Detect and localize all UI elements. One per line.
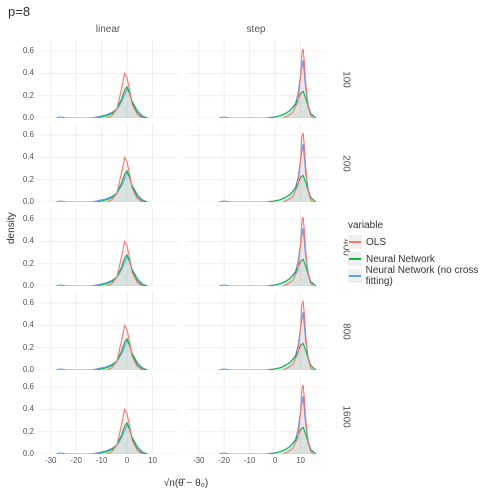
x-tick-label: 10 [291,457,311,465]
legend-swatch [348,235,362,249]
legend-item: Neural Network (no cross fitting) [348,269,504,283]
y-tick-label: 0.2 [16,344,34,352]
legend-label: OLS [366,237,386,248]
row-strip-label: 800 [341,322,352,342]
figure-title: p=8 [8,4,30,19]
x-tick-label: -30 [189,457,209,465]
facet-panel [38,292,178,370]
y-tick-label: 0.4 [16,69,34,77]
y-tick-label: 0.0 [16,198,34,206]
x-tick-label: 10 [143,457,163,465]
row-strip-label: 100 [341,70,352,90]
y-tick-label: 0.6 [16,299,34,307]
y-tick-label: 0.6 [16,383,34,391]
y-tick-label: 0.4 [16,321,34,329]
figure-container: p=8 density linear step 1002004008001600… [0,0,504,504]
y-tick-label: 0.0 [16,114,34,122]
facet-panel [186,124,326,202]
col-header-step: step [186,24,326,35]
legend-item: Neural Network [348,252,504,266]
x-tick-label: -20 [66,457,86,465]
y-tick-label: 0.6 [16,47,34,55]
plot-grid: linear step 1002004008001600 [38,24,334,464]
x-tick-label: -20 [214,457,234,465]
x-tick-label: -30 [41,457,61,465]
legend-item: OLS [348,235,504,249]
legend-label: Neural Network (no cross fitting) [366,265,504,287]
y-tick-label: 0.4 [16,405,34,413]
y-tick-label: 0.4 [16,237,34,245]
row-strip-label: 200 [341,154,352,174]
facet-panel [38,40,178,118]
y-tick-label: 0.2 [16,260,34,268]
row-strip-label: 1600 [341,406,352,426]
y-tick-label: 0.6 [16,215,34,223]
facet-panel [38,124,178,202]
facet-panel [186,292,326,370]
col-header-linear: linear [38,24,178,35]
x-tick-label: -10 [92,457,112,465]
legend: variable OLSNeural NetworkNeural Network… [348,220,504,286]
facet-panel [38,208,178,286]
facet-panel [186,208,326,286]
y-tick-label: 0.0 [16,366,34,374]
legend-title: variable [348,220,504,231]
y-tick-label: 0.0 [16,450,34,458]
legend-label: Neural Network [366,254,435,265]
legend-swatch [348,269,362,283]
facet-panel [186,376,326,454]
facet-panel [38,376,178,454]
x-tick-label: -10 [240,457,260,465]
facet-panel [186,40,326,118]
x-tick-label: 0 [117,457,137,465]
legend-swatch [348,252,362,266]
y-tick-label: 0.4 [16,153,34,161]
y-tick-label: 0.2 [16,176,34,184]
y-tick-label: 0.2 [16,92,34,100]
x-axis-label: √n(θ̂ − θ₀) [38,478,334,489]
x-tick-label: 0 [265,457,285,465]
y-tick-label: 0.2 [16,428,34,436]
y-tick-label: 0.0 [16,282,34,290]
y-tick-label: 0.6 [16,131,34,139]
